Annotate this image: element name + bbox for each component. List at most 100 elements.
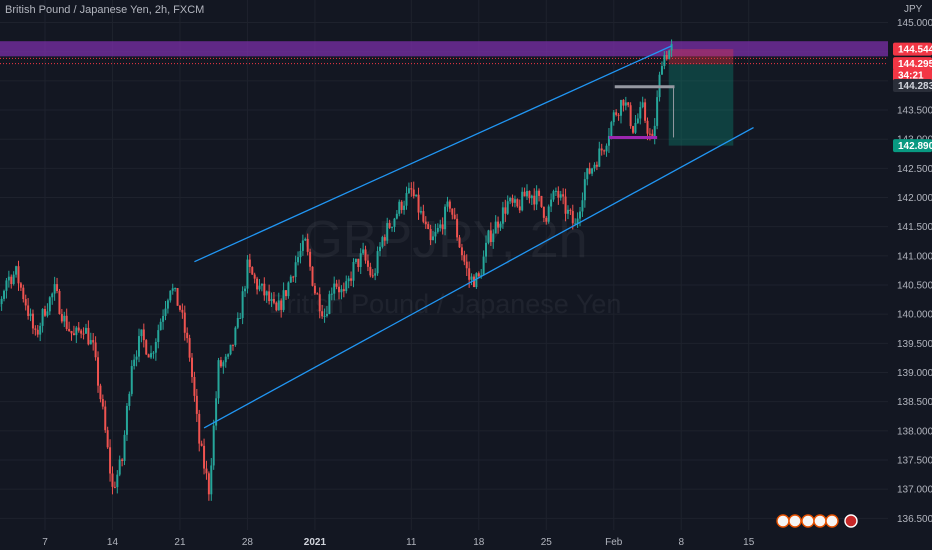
candle-body	[297, 257, 300, 263]
candle-body	[316, 293, 319, 295]
candle-body	[465, 261, 468, 269]
event-icons[interactable]	[776, 514, 858, 528]
candle-body	[15, 266, 18, 275]
candle-body	[282, 290, 285, 310]
price-tick-label: 143.500	[897, 106, 932, 117]
drawings	[194, 45, 754, 429]
candle-body	[376, 251, 379, 274]
candle-body	[270, 299, 273, 302]
candle-body	[215, 398, 218, 426]
candle-body	[260, 283, 263, 286]
candle-body	[246, 259, 249, 289]
candle-body	[22, 287, 25, 300]
candle-body	[121, 459, 124, 461]
candle-body	[665, 55, 668, 60]
candle-body	[251, 267, 254, 275]
candle-body	[166, 300, 169, 309]
candle-body	[113, 486, 116, 488]
candle-body	[210, 465, 213, 495]
time-tick-label: 21	[174, 537, 186, 548]
price-tick-label: 142.500	[897, 164, 932, 175]
candle-body	[374, 273, 377, 276]
candle-body	[432, 236, 435, 241]
candle-body	[268, 291, 271, 302]
candle-body	[104, 406, 107, 431]
candle-body	[186, 332, 189, 339]
candle-body	[53, 284, 56, 294]
candle-body	[157, 330, 160, 343]
candle-body	[80, 330, 83, 334]
candle-body	[436, 227, 439, 232]
candle-body	[446, 201, 449, 207]
candle-body	[533, 195, 536, 205]
candle-body	[600, 148, 603, 151]
candle-body	[256, 278, 259, 290]
candle-body	[311, 266, 314, 286]
price-tick-label: 145.000	[897, 18, 932, 29]
time-tick-label: 14	[107, 537, 119, 548]
candle-body	[162, 315, 165, 322]
candle-body	[453, 214, 456, 219]
price-tick-label: 141.500	[897, 222, 932, 233]
candle-body	[485, 242, 488, 257]
candle-body	[405, 193, 408, 206]
candle-body	[448, 201, 451, 209]
economic-event-icon[interactable]	[825, 514, 839, 528]
candle-body	[607, 135, 610, 146]
candle-body	[309, 251, 312, 267]
candle-body	[147, 354, 150, 358]
candle-body	[60, 313, 63, 322]
candle-body	[58, 291, 61, 314]
price-tick-label: 137.500	[897, 456, 932, 467]
candle-body	[159, 321, 162, 331]
candle-body	[381, 237, 384, 247]
uk-flag-icon[interactable]	[844, 514, 858, 528]
candle-body	[468, 268, 471, 280]
time-axis[interactable]: 7 14 21 28 2021 11 18 25 Feb 8 15	[0, 530, 888, 550]
candle-body	[557, 190, 560, 198]
time-tick-label: 25	[541, 537, 553, 548]
candle-body	[574, 223, 577, 225]
candle-body	[487, 230, 490, 243]
candle-body	[547, 206, 550, 222]
candle-body	[364, 249, 367, 261]
candle-body	[77, 327, 80, 331]
time-tick-label: 18	[473, 537, 485, 548]
candle-body	[656, 97, 659, 126]
candle-body	[17, 266, 20, 284]
economic-event-icon[interactable]	[813, 514, 827, 528]
candle-body	[639, 107, 642, 119]
candle-body	[388, 223, 391, 228]
candle-body	[521, 191, 524, 211]
candle-body	[345, 281, 348, 292]
candle-body	[383, 237, 386, 241]
candle-body	[330, 293, 333, 295]
candle-body	[593, 164, 596, 169]
candle-body	[72, 333, 75, 336]
candle-body	[248, 259, 251, 268]
candle-body	[434, 231, 437, 237]
candle-body	[359, 253, 362, 268]
candle-body	[583, 179, 586, 201]
candle-body	[0, 298, 3, 305]
economic-event-icon[interactable]	[788, 514, 802, 528]
economic-event-icon[interactable]	[801, 514, 815, 528]
candle-body	[325, 313, 328, 316]
candle-body	[109, 447, 112, 474]
candle-body	[366, 260, 369, 267]
economic-event-icon[interactable]	[776, 514, 790, 528]
candle-body	[181, 309, 184, 313]
candle-body	[44, 309, 46, 316]
candle-body	[174, 288, 177, 290]
candle-body	[646, 120, 649, 134]
candle-body	[663, 55, 666, 67]
candle-body	[415, 194, 418, 197]
candle-body	[133, 359, 136, 367]
candle-body	[518, 206, 521, 211]
candle-body	[417, 194, 420, 213]
candle-body	[265, 291, 268, 296]
candle-body	[301, 240, 304, 251]
candle-body	[263, 283, 266, 296]
candle-body	[89, 340, 92, 345]
